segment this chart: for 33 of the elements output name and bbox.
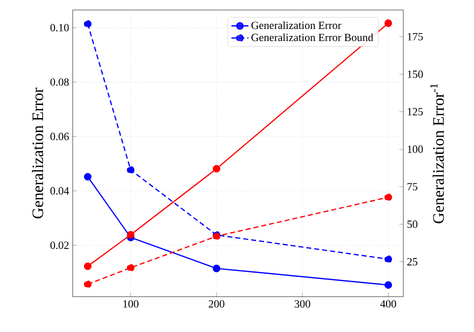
y2-tick-label: 100 (408, 146, 423, 153)
y2-tick-label: 75 (408, 183, 418, 190)
x-tick-label: 100 (123, 300, 138, 308)
point (212, 164, 220, 173)
point (212, 264, 220, 272)
x-tick-label: 300 (294, 300, 310, 308)
point (84, 172, 92, 181)
y2-tick-label: 125 (408, 108, 423, 116)
y-tick-label: 0.04 (50, 187, 70, 195)
y2-tick-label: 25 (407, 258, 418, 266)
point (84, 280, 92, 288)
point (126, 230, 134, 239)
y2-tick-label: 175 (408, 33, 423, 40)
y-tick-label: 0.08 (50, 78, 69, 86)
legend-label: Generalization Error Bound (251, 33, 374, 42)
y2-tick-label: 150 (408, 70, 423, 78)
point (84, 20, 92, 28)
point (384, 281, 392, 289)
y-tick-label: 0.06 (50, 132, 69, 140)
y-axis-title: Generalization Error (32, 88, 44, 218)
y-tick-label: 0.02 (50, 242, 69, 250)
y2-tick-label: 50 (407, 220, 418, 228)
point (384, 19, 392, 27)
point (126, 264, 134, 272)
point (126, 166, 134, 174)
x-tick-label: 200 (208, 300, 224, 308)
y2-axis-title: Generalization Error$^{-1}$ (430, 84, 444, 224)
point (384, 193, 392, 202)
y-tick-label: 0.10 (50, 24, 69, 32)
legend-label: Generalization Error (251, 21, 342, 30)
point (384, 255, 392, 263)
x-tick-label: 400 (380, 300, 396, 308)
point (84, 262, 92, 270)
